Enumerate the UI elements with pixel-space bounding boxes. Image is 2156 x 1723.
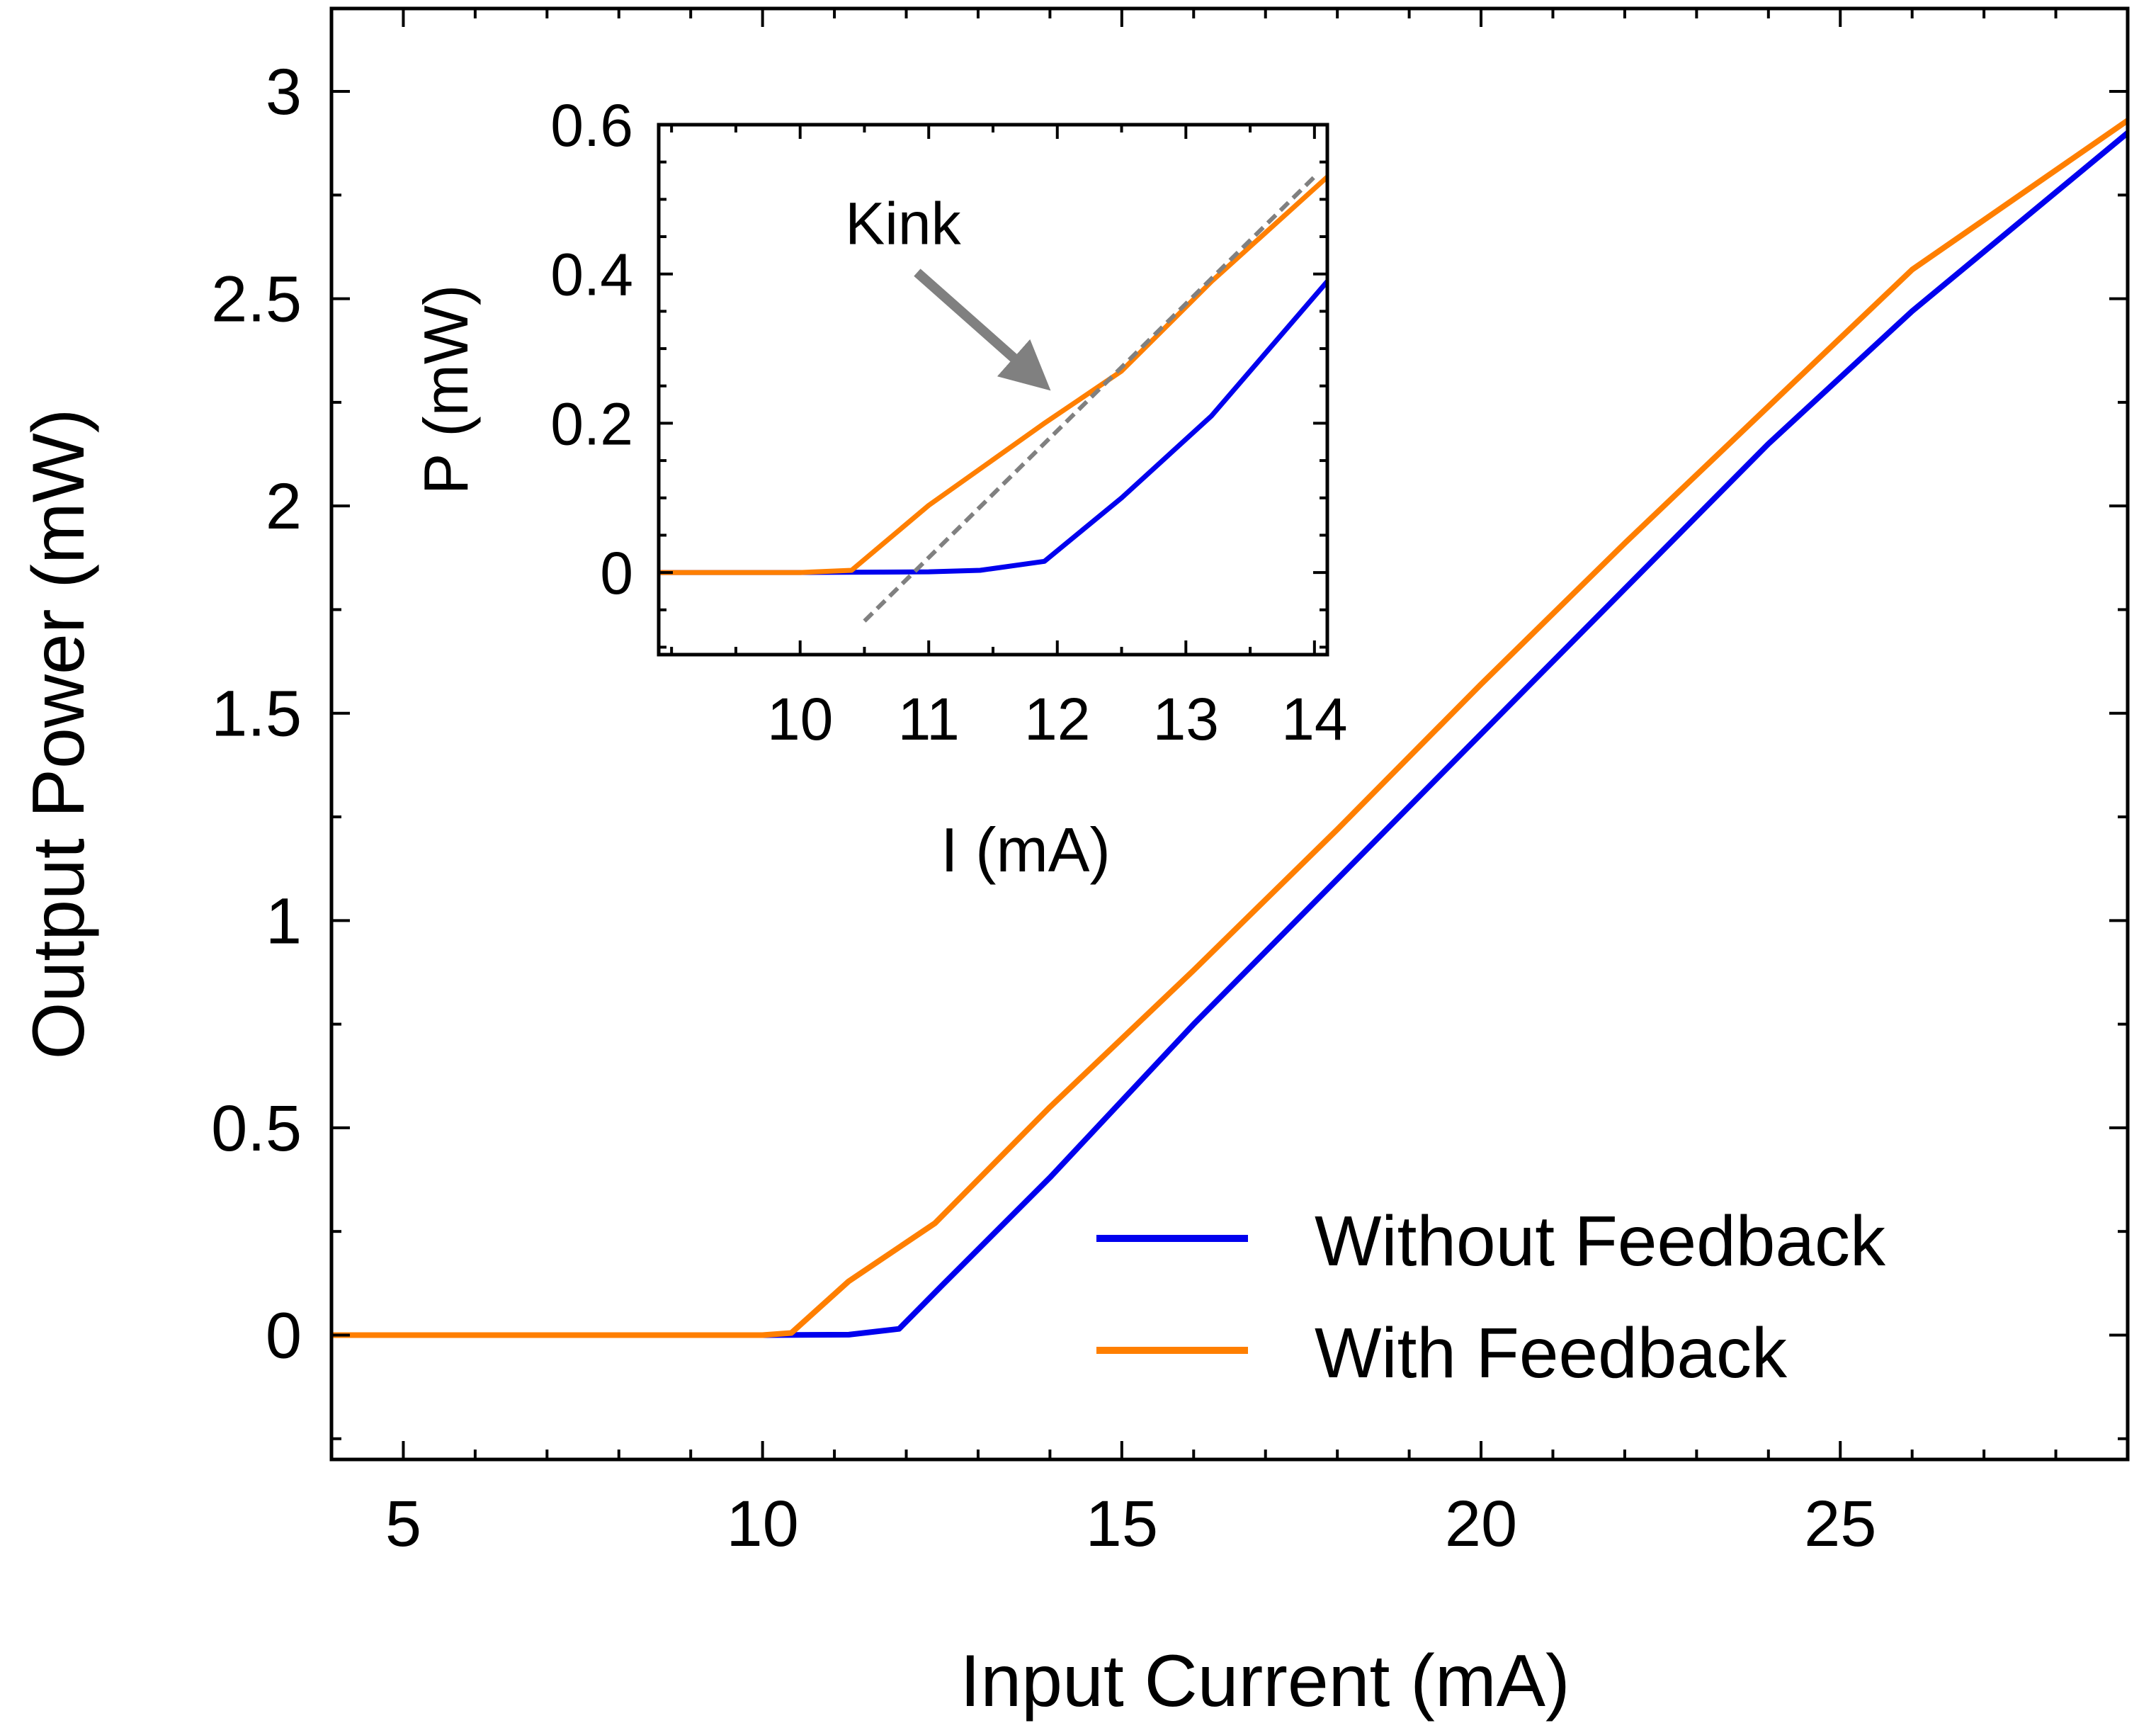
inset-series-layer	[659, 175, 1329, 623]
inset-y-tick-label: 0.2	[550, 390, 633, 457]
main-plot-frame	[329, 6, 2130, 1462]
inset-background	[659, 125, 1327, 655]
main-y-tick-label: 1.5	[211, 678, 302, 750]
inset-x-ticks: 10 11 12 13 14	[670, 125, 1348, 752]
kink-arrow	[914, 269, 1051, 391]
main-x-ticks: 5 10 15 20 25	[330, 9, 2129, 1560]
inset-y-tick-label: 0	[600, 540, 633, 606]
inset-plot: 10 11 12 13 14 0 0.2 0.4 0.6 I (mA) P (mW) Kink	[411, 92, 1348, 885]
main-y-tick-label: 2.5	[211, 264, 302, 336]
main-y-tick-label: 0	[266, 1299, 302, 1372]
main-plot: 5 10 15 20 25 0 0.5 1 1.5 2 2.5 3 Input Current (m…	[18, 6, 2130, 1722]
main-x-tick-label: 5	[385, 1488, 421, 1560]
main-series-layer	[331, 118, 2130, 1338]
inset-x-tick-label: 13	[1153, 686, 1219, 752]
inset-y-tick-label: 0.4	[550, 242, 633, 308]
inset-y-ticks: 0 0.2 0.4 0.6	[550, 92, 1327, 649]
inset-x-tick-label: 14	[1281, 686, 1347, 752]
legend-label-without-feedback: Without Feedback	[1315, 1202, 1886, 1281]
main-x-tick-label: 15	[1086, 1488, 1158, 1560]
main-series-with-feedback	[331, 118, 2130, 1338]
inset-x-tick-label: 11	[898, 686, 960, 752]
inset-x-tick-label: 12	[1024, 686, 1090, 752]
inset-plot-frame	[657, 123, 1329, 657]
legend: Without Feedback With Feedback	[1096, 1202, 1886, 1393]
inset-x-axis-label: I (mA)	[941, 815, 1111, 885]
main-x-tick-label: 25	[1804, 1488, 1876, 1560]
inset-y-axis-label: P (mW)	[411, 285, 481, 495]
main-x-tick-label: 10	[726, 1488, 798, 1560]
main-y-tick-label: 1	[266, 885, 302, 957]
main-y-tick-label: 0.5	[211, 1092, 302, 1165]
legend-label-with-feedback: With Feedback	[1315, 1314, 1788, 1393]
main-x-axis-label: Input Current (mA)	[960, 1640, 1570, 1722]
kink-annotation: Kink	[845, 191, 961, 257]
main-y-tick-label: 2	[266, 470, 302, 543]
main-y-ticks: 0 0.5 1 1.5 2 2.5 3	[211, 56, 2128, 1440]
inset-x-tick-label: 10	[767, 686, 833, 752]
main-y-axis-label: Output Power (mW)	[18, 409, 100, 1060]
inset-y-tick-label: 0.6	[550, 92, 633, 159]
main-y-tick-label: 3	[266, 56, 302, 128]
main-x-tick-label: 20	[1445, 1488, 1517, 1560]
inset-series-with-feedback	[659, 175, 1329, 575]
